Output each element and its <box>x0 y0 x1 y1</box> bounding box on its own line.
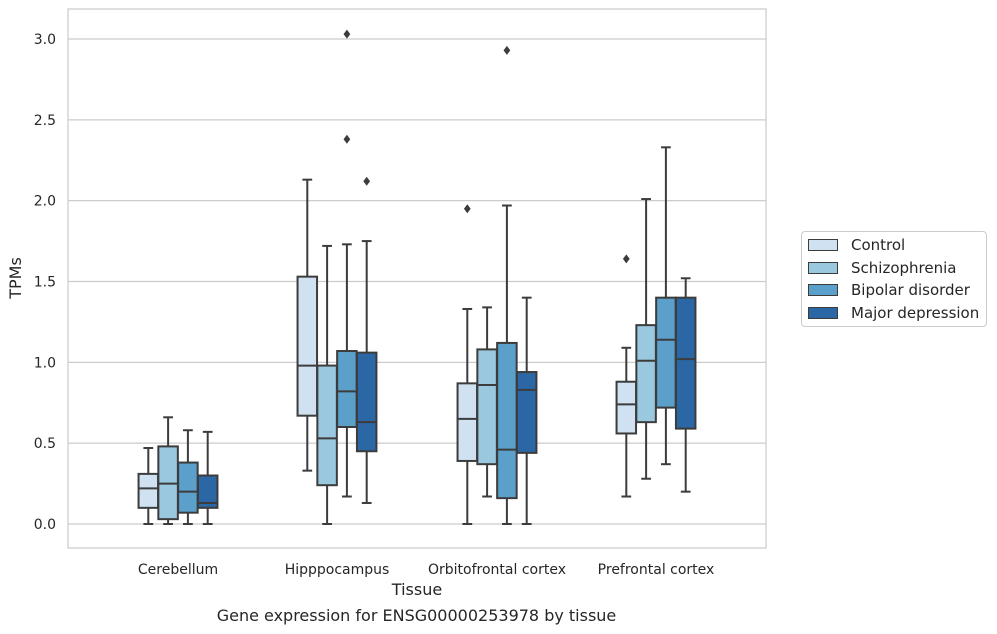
legend-label-major-depression: Major depression <box>851 304 980 322</box>
box-cerebellum-major-depression <box>196 430 219 525</box>
outlier-point <box>622 254 630 264</box>
legend-item-schizophrenia: Schizophrenia <box>808 258 956 278</box>
box-iqr <box>515 371 538 454</box>
y-tick-label: 2.0 <box>34 194 56 210</box>
box-iqr <box>456 382 479 462</box>
legend-label-schizophrenia: Schizophrenia <box>851 259 957 277</box>
box-orbitofrontal-cortex-schizophrenia <box>476 306 498 498</box>
box-prefrontal-cortex-major-depression <box>674 277 697 493</box>
plot-frame <box>67 8 767 549</box>
box-cerebellum-control <box>137 447 160 525</box>
x-axis-label: Tissue <box>391 580 442 599</box>
legend: Control Schizophrenia Bipolar disorder M… <box>801 231 987 327</box>
x-tick-label-hipppocampus: Hipppocampus <box>285 562 390 578</box>
box-orbitofrontal-cortex-major-depression <box>515 296 538 525</box>
y-axis-label: TPMs <box>6 257 25 300</box>
y-tick-label: 1.0 <box>34 355 56 371</box>
y-tick-label: 0.0 <box>34 517 56 533</box>
box-iqr <box>316 364 338 487</box>
box-iqr <box>674 296 697 430</box>
boxes <box>137 29 697 525</box>
outlier-point <box>343 29 351 39</box>
outlier-point <box>463 204 471 214</box>
legend-item-control: Control <box>808 235 905 255</box>
x-axis-ticks: Cerebellum Hipppocampus Orbitofrontal cort… <box>138 562 714 578</box>
box-iqr <box>336 350 358 428</box>
outlier-point <box>363 176 371 186</box>
box-iqr <box>655 296 677 409</box>
legend-item-major-depression: Major depression <box>808 303 979 323</box>
y-tick-label: 1.5 <box>34 275 56 291</box>
outlier-point <box>343 134 351 144</box>
x-tick-label-orbitofrontal-cortex: Orbitofrontal cortex <box>428 562 566 578</box>
y-tick-label: 2.5 <box>34 113 56 129</box>
legend-swatch-bipolar-disorder <box>808 284 838 296</box>
legend-swatch-major-depression <box>808 307 838 319</box>
box-iqr <box>635 324 657 424</box>
box-prefrontal-cortex-bipolar-disorder <box>655 146 677 466</box>
box-hipppocampus-schizophrenia <box>316 244 338 525</box>
box-cerebellum-bipolar-disorder <box>177 429 199 525</box>
box-iqr <box>476 348 498 466</box>
legend-label-bipolar-disorder: Bipolar disorder <box>851 281 970 299</box>
box-iqr <box>496 341 518 500</box>
x-tick-label-prefrontal-cortex: Prefrontal cortex <box>598 562 715 578</box>
y-tick-label: 0.5 <box>34 436 56 452</box>
box-orbitofrontal-cortex-control <box>456 204 479 525</box>
outlier-point <box>503 45 511 55</box>
box-iqr <box>355 351 378 453</box>
chart-caption: Gene expression for ENSG00000253978 by t… <box>216 606 617 625</box>
x-tick-label-cerebellum: Cerebellum <box>138 562 218 578</box>
box-iqr <box>177 461 199 514</box>
box-prefrontal-cortex-schizophrenia <box>635 198 657 480</box>
box-hipppocampus-bipolar-disorder <box>336 29 358 498</box>
box-cerebellum-schizophrenia <box>157 416 179 525</box>
legend-item-bipolar-disorder: Bipolar disorder <box>808 280 970 300</box>
box-iqr <box>615 380 638 435</box>
box-iqr <box>296 275 319 417</box>
gridlines <box>68 38 766 525</box>
box-hipppocampus-control <box>296 178 319 472</box>
legend-swatch-control <box>808 239 838 251</box>
box-orbitofrontal-cortex-bipolar-disorder <box>496 45 518 525</box>
box-hipppocampus-major-depression <box>355 176 378 504</box>
legend-label-control: Control <box>851 236 906 254</box>
box-iqr <box>196 474 219 509</box>
box-iqr <box>137 472 160 509</box>
box-prefrontal-cortex-control <box>615 254 638 498</box>
y-axis-ticks: 0.0 0.5 1.0 1.5 2.0 2.5 3.0 <box>34 32 56 533</box>
y-tick-label: 3.0 <box>34 32 56 48</box>
legend-swatch-schizophrenia <box>808 262 838 274</box>
